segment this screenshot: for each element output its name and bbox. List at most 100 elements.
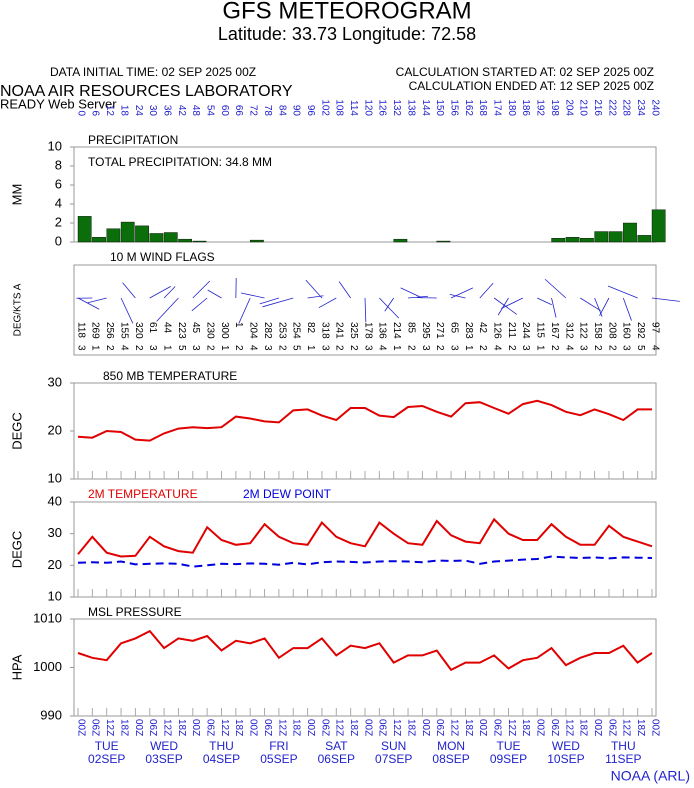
footer: NOAA (ARL) <box>611 768 690 784</box>
top-hour-label: 36 <box>161 105 172 117</box>
top-hour-label: 84 <box>276 105 287 117</box>
date-label: 08SEP <box>432 752 469 766</box>
precip-bar <box>178 238 192 243</box>
precip-bar <box>637 235 652 243</box>
wind-direction-label: 208 <box>606 322 617 339</box>
y-axis-label: MM <box>9 184 24 206</box>
top-hour-label: 96 <box>305 105 316 117</box>
precip-bar <box>192 240 207 243</box>
wind-flag <box>364 297 367 322</box>
y-axis-label: DEGC <box>9 412 24 450</box>
day-label: THU <box>209 739 234 753</box>
wind-direction-label: 178 <box>362 322 373 339</box>
wind-direction-label: 158 <box>592 322 603 339</box>
wind-speed-label: 2 <box>606 345 617 351</box>
wind-direction-label: 244 <box>520 322 531 339</box>
wind-direction-label: 115 <box>535 322 546 338</box>
y-axis-label: HPA <box>9 654 24 680</box>
precip-bar <box>92 237 106 243</box>
top-hour-label: 156 <box>448 99 459 116</box>
calc-ended: CALCULATION ENDED AT: 12 SEP 2025 00Z <box>409 79 654 93</box>
bottom-hour-label: 18Z <box>348 719 359 736</box>
panel-frame <box>73 146 657 243</box>
wind-flag <box>122 282 136 299</box>
bottom-hour-label: 12Z <box>448 719 459 736</box>
bottom-hour-label: 06Z <box>90 719 101 736</box>
bottom-hour-label: 12Z <box>161 719 172 736</box>
wind-speed-label: 3 <box>621 345 632 351</box>
wind-direction-label: 160 <box>621 322 632 339</box>
date-label: 07SEP <box>375 752 412 766</box>
y-tick-label: 1010 <box>33 610 62 625</box>
date-label: 05SEP <box>260 752 297 766</box>
wind-speed-label: 5 <box>635 345 646 351</box>
date-label: 02SEP <box>88 752 125 766</box>
wind-speed-label: 2 <box>434 345 445 351</box>
top-hour-label: 222 <box>606 99 617 116</box>
wind-direction-label: 118 <box>75 322 86 338</box>
series-line <box>77 629 653 672</box>
wind-speed-label: 3 <box>147 345 158 351</box>
wind-flag <box>622 297 632 321</box>
top-hour-label: 6 <box>90 110 101 116</box>
wind-speed-label: 2 <box>233 345 244 351</box>
panel-title: PRECIPITATION <box>88 133 178 147</box>
wind-flag <box>400 287 423 299</box>
bottom-hour-label: 18Z <box>291 719 302 736</box>
top-hour-label: 42 <box>176 105 187 117</box>
wind-speed-label: 3 <box>578 345 589 351</box>
top-hour-label: 60 <box>219 105 230 117</box>
bottom-hour-label: 00Z <box>75 719 86 736</box>
y-tick-label: 20 <box>48 557 62 572</box>
bottom-hour-label: 06Z <box>262 719 273 736</box>
top-hour-label: 216 <box>592 99 603 116</box>
wind-flag <box>163 286 176 299</box>
top-hour-label: 78 <box>262 105 273 117</box>
panel-title: MSL PRESSURE <box>88 605 182 619</box>
top-hour-label: 162 <box>463 99 474 116</box>
bottom-hour-label: 12Z <box>506 719 517 736</box>
top-hour-label: 180 <box>506 99 517 116</box>
wind-speed-label: 3 <box>190 345 201 351</box>
top-hour-label: 192 <box>535 99 546 116</box>
wind-speed-label: 3 <box>75 345 86 351</box>
bottom-hour-label: 12Z <box>563 719 574 736</box>
wind-speed-label: 3 <box>362 345 373 351</box>
wind-flag <box>259 297 280 305</box>
bottom-hour-label: 18Z <box>520 719 531 736</box>
wind-speed-label: 2 <box>205 345 216 351</box>
y-tick-label: 2 <box>55 214 62 229</box>
top-hour-label: 126 <box>377 99 388 116</box>
wind-speed-label: 3 <box>420 345 431 351</box>
top-hour-label: 102 <box>319 99 330 116</box>
top-hour-label: 150 <box>434 99 445 116</box>
annotation: TOTAL PRECIPITATION: 34.8 MM <box>88 155 272 169</box>
precip-bar <box>580 237 594 243</box>
top-hour-label: 132 <box>391 99 402 116</box>
day-label: TUE <box>497 739 521 753</box>
wind-flag <box>479 282 494 299</box>
wind-speed-label: 1 <box>90 345 101 351</box>
wind-speed-label: 3 <box>520 345 531 351</box>
wind-direction-label: 1 <box>233 322 244 328</box>
wind-flag <box>599 297 610 316</box>
precip-bar <box>608 231 623 243</box>
wind-speed-label: 1 <box>391 345 402 351</box>
wind-speed-label: 4 <box>377 345 388 351</box>
precip-bar <box>651 209 666 243</box>
precip-bar <box>594 231 609 243</box>
wind-flag <box>262 297 294 308</box>
panel-frame <box>73 264 657 356</box>
wind-speed-label: 2 <box>104 345 115 351</box>
date-label: 04SEP <box>203 752 240 766</box>
bottom-hour-label: 18Z <box>578 719 589 736</box>
wind-speed-label: 1 <box>535 345 546 351</box>
wind-flag <box>449 294 466 299</box>
wind-speed-label: 2 <box>348 345 359 351</box>
wind-speed-label: 4 <box>248 345 259 351</box>
wind-direction-label: 126 <box>492 322 503 339</box>
precip-bar <box>135 225 149 243</box>
wind-direction-label: 269 <box>90 322 101 339</box>
bottom-hour-label: 18Z <box>635 719 646 736</box>
